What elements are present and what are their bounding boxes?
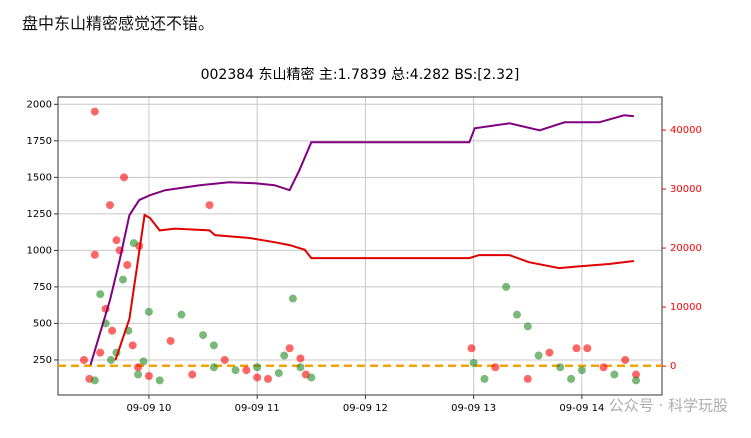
- scatter-point: [253, 373, 262, 382]
- y2-tick-label: 20000: [670, 243, 702, 254]
- scatter-point: [166, 336, 175, 345]
- scatter-point: [128, 341, 137, 350]
- scatter-point: [120, 173, 129, 182]
- x-tick-label: 09-09 11: [235, 403, 280, 414]
- scatter-point: [621, 355, 630, 364]
- scatter-point: [199, 331, 208, 340]
- scatter-point: [512, 310, 521, 319]
- scatter-point: [209, 341, 218, 350]
- x-tick-label: 09-09 12: [343, 403, 388, 414]
- scatter-point: [112, 236, 121, 245]
- y2-tick-label: 40000: [670, 125, 702, 136]
- y-tick-label: 1750: [27, 136, 52, 147]
- y-tick-label: 500: [33, 318, 52, 329]
- scatter-point: [610, 370, 619, 379]
- scatter-point: [577, 366, 586, 375]
- y-tick-label: 750: [33, 282, 52, 293]
- scatter-point: [523, 374, 532, 383]
- y2-tick-label: 30000: [670, 184, 702, 195]
- line: [89, 114, 635, 366]
- scatter-point: [205, 201, 214, 210]
- y-tick-label: 1500: [27, 172, 52, 183]
- scatter-point: [105, 201, 114, 210]
- scatter-point: [79, 355, 88, 364]
- scatter-point: [144, 307, 153, 316]
- scatter-point: [534, 351, 543, 360]
- scatter-point: [134, 370, 143, 379]
- scatter-point: [209, 363, 218, 372]
- scatter-point: [491, 363, 500, 372]
- y-tick-label: 1250: [27, 209, 52, 220]
- x-tick-label: 09-09 14: [559, 403, 604, 414]
- y-tick-label: 250: [33, 355, 52, 366]
- scatter-point: [599, 363, 608, 372]
- scatter-point: [108, 326, 117, 335]
- scatter-point: [307, 373, 316, 382]
- scatter-point: [288, 294, 297, 303]
- post-text: 盘中东山精密感觉还不错。: [22, 14, 215, 33]
- scatter-point: [253, 363, 262, 372]
- scatter-point: [480, 374, 489, 383]
- scatter-point: [632, 376, 641, 385]
- scatter-point: [296, 363, 305, 372]
- scatter-point: [90, 250, 99, 259]
- scatter-point: [96, 290, 105, 299]
- scatter-point: [90, 107, 99, 116]
- chart-title: 002384 东山精密 主:1.7839 总:4.282 BS:[2.32]: [201, 66, 520, 83]
- scatter-point: [263, 374, 272, 383]
- scatter-point: [129, 239, 138, 248]
- x-tick-label: 09-09 13: [451, 403, 496, 414]
- scatter-point: [134, 363, 143, 372]
- scatter-point: [274, 369, 283, 378]
- scatter-point: [90, 376, 99, 385]
- scatter-point: [523, 322, 532, 331]
- scatter-point: [296, 354, 305, 363]
- scatter-point: [139, 357, 148, 366]
- scatter-point: [118, 275, 127, 284]
- y-tick-label: 2000: [27, 99, 52, 110]
- scatter-point: [467, 344, 476, 353]
- scatter-point: [242, 366, 251, 375]
- scatter-point: [231, 366, 240, 375]
- scatter-point: [502, 282, 511, 291]
- scatter-point: [107, 355, 116, 364]
- scatter-point: [285, 344, 294, 353]
- scatter-point: [556, 363, 565, 372]
- scatter-point: [155, 376, 164, 385]
- scatter-point: [123, 260, 132, 269]
- x-tick-label: 09-09 10: [126, 403, 171, 414]
- scatter-point: [144, 372, 153, 381]
- y-tick-label: 1000: [27, 245, 52, 256]
- y2-tick-label: 0: [670, 361, 676, 372]
- watermark: 公众号 · 科学玩股: [609, 397, 728, 415]
- scatter-point: [188, 370, 197, 379]
- scatter-point: [572, 344, 581, 353]
- scatter-point: [545, 348, 554, 357]
- scatter-point: [220, 355, 229, 364]
- scatter-point: [567, 374, 576, 383]
- scatter-point: [632, 370, 641, 379]
- scatter-point: [177, 310, 186, 319]
- plot-frame: [57, 96, 663, 396]
- scatter-point: [583, 344, 592, 353]
- scatter-point: [96, 348, 105, 357]
- scatter-point: [280, 351, 289, 360]
- line: [114, 213, 635, 361]
- scatter-point: [469, 358, 478, 367]
- y2-tick-label: 10000: [670, 302, 702, 313]
